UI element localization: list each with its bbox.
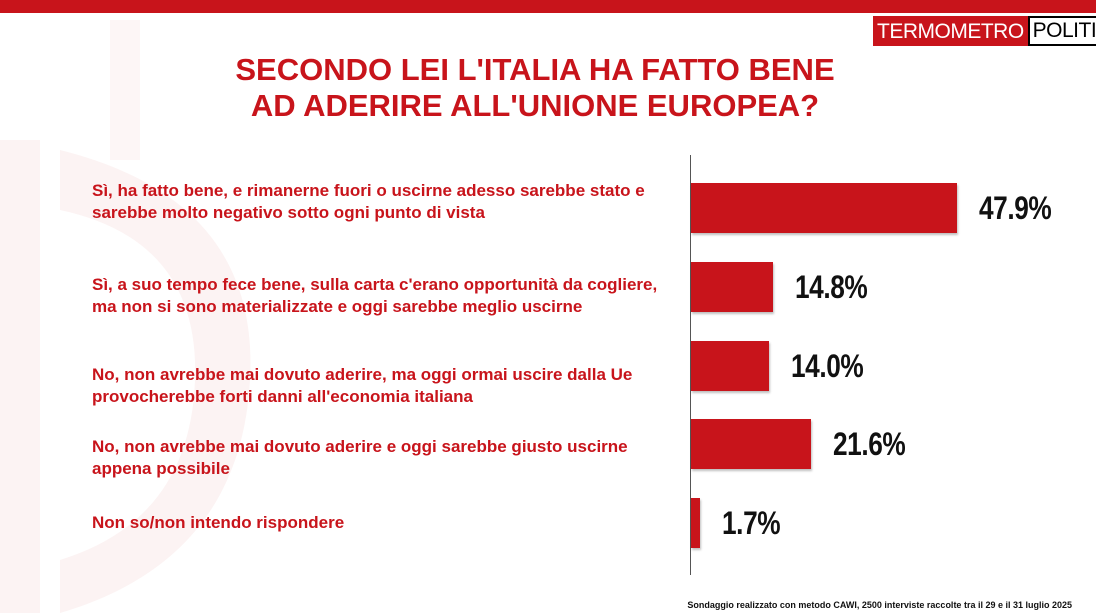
brand-logo-part1: TERMOMETRO xyxy=(873,16,1028,46)
chart-title-line-1: SECONDO LEI L'ITALIA HA FATTO BENE xyxy=(235,52,835,87)
bar xyxy=(691,341,769,391)
category-label: No, non avrebbe mai dovuto aderire e ogg… xyxy=(92,437,628,478)
category-label: No, non avrebbe mai dovuto aderire, ma o… xyxy=(92,365,633,406)
category-label: Sì, a suo tempo fece bene, sulla carta c… xyxy=(92,275,658,316)
value-label: 47.9% xyxy=(979,190,1052,226)
bar xyxy=(691,183,957,233)
value-label: 14.8% xyxy=(795,269,868,305)
bar xyxy=(691,419,811,469)
bar xyxy=(691,262,774,312)
chart-title-line-2: AD ADERIRE ALL'UNIONE EUROPEA? xyxy=(250,88,820,123)
bar xyxy=(691,498,701,548)
chart-title: SECONDO LEI L'ITALIA HA FATTO BENE AD AD… xyxy=(0,52,1070,124)
brand-logo-part2: POLITICO xyxy=(1027,16,1096,46)
value-label: 14.0% xyxy=(790,348,864,384)
value-label: 1.7% xyxy=(722,505,781,541)
category-axis-line xyxy=(690,155,691,575)
top-accent-bar xyxy=(0,0,1096,13)
brand-logo: TERMOMETRO POLITICO xyxy=(873,16,1096,46)
category-label: Sì, ha fatto bene, e rimanerne fuori o u… xyxy=(92,181,645,222)
category-label: Non so/non intendo rispondere xyxy=(92,513,345,532)
value-label: 21.6% xyxy=(832,426,906,462)
survey-footnote: Sondaggio realizzato con metodo CAWI, 25… xyxy=(687,600,1072,610)
